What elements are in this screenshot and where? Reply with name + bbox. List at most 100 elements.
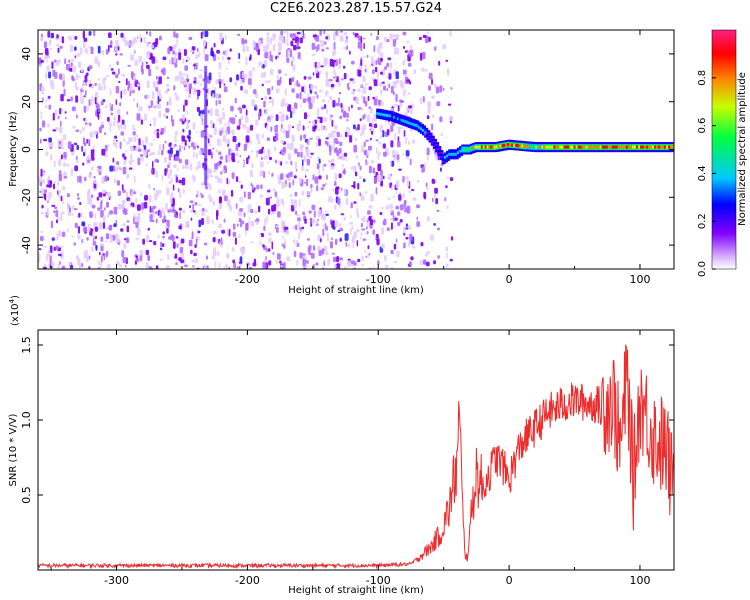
noise-speck <box>237 160 240 164</box>
noise-speck <box>245 115 249 123</box>
noise-speck <box>89 122 92 127</box>
noise-speck <box>185 73 189 80</box>
noise-speck <box>159 211 162 218</box>
noise-speck <box>302 125 305 131</box>
noise-speck <box>208 133 211 139</box>
noise-speck <box>299 134 303 141</box>
noise-speck <box>194 244 197 248</box>
noise-speck <box>162 235 165 239</box>
noise-speck <box>153 80 156 88</box>
noise-speck <box>287 104 292 112</box>
noise-speck <box>263 109 266 114</box>
noise-speck <box>353 144 358 153</box>
noise-speck <box>175 150 180 157</box>
noise-speck <box>153 138 156 141</box>
noise-speck <box>391 222 393 230</box>
noise-speck <box>43 193 46 200</box>
noise-speck <box>431 78 433 85</box>
noise-speck <box>161 149 164 156</box>
noise-speck <box>59 158 61 165</box>
noise-speck <box>44 104 48 109</box>
noise-speck <box>324 251 329 255</box>
noise-speck <box>100 236 104 242</box>
noise-speck <box>313 125 318 128</box>
noise-speck <box>364 113 366 120</box>
noise-speck <box>329 116 333 122</box>
noise-speck <box>192 176 196 183</box>
noise-speck <box>326 141 329 147</box>
noise-speck <box>251 189 255 193</box>
noise-speck <box>195 152 198 159</box>
noise-speck <box>94 241 97 246</box>
noise-speck <box>358 175 362 179</box>
noise-speck <box>83 151 86 157</box>
noise-speck <box>117 190 121 196</box>
noise-speck <box>130 43 134 47</box>
noise-speck <box>252 262 257 267</box>
noise-speck <box>325 47 329 50</box>
noise-speck <box>306 98 310 102</box>
noise-speck <box>125 257 128 265</box>
noise-speck <box>206 216 210 225</box>
noise-speck <box>130 147 135 152</box>
noise-speck <box>115 85 120 94</box>
noise-speck <box>277 197 280 201</box>
noise-speck <box>293 175 297 179</box>
noise-speck <box>78 175 82 183</box>
noise-speck <box>78 62 82 68</box>
noise-speck <box>299 177 302 184</box>
noise-speck <box>81 239 83 244</box>
noise-speck <box>40 235 44 242</box>
noise-speck <box>139 154 144 157</box>
noise-speck <box>296 46 301 49</box>
noise-speck <box>192 265 195 268</box>
noise-speck <box>109 210 113 215</box>
noise-speck <box>373 98 378 106</box>
noise-speck <box>116 166 119 171</box>
noise-speck <box>120 32 124 38</box>
ridge-core <box>633 145 638 149</box>
noise-speck <box>204 30 209 38</box>
noise-speck <box>406 108 409 112</box>
noise-speck <box>350 202 353 209</box>
noise-speck <box>77 197 80 200</box>
noise-speck <box>367 210 371 215</box>
noise-speck <box>66 193 70 198</box>
noise-speck <box>188 83 192 90</box>
noise-speck <box>409 107 413 115</box>
noise-speck <box>58 173 63 182</box>
noise-speck <box>343 217 346 221</box>
noise-speck <box>75 86 79 91</box>
noise-speck <box>246 262 250 266</box>
noise-speck <box>224 51 227 57</box>
noise-speck <box>60 120 62 127</box>
noise-speck <box>176 176 178 183</box>
noise-speck <box>292 33 296 38</box>
noise-speck <box>371 69 375 75</box>
noise-speck <box>416 204 420 209</box>
noise-speck <box>166 76 170 79</box>
noise-speck <box>285 130 290 139</box>
noise-speck <box>324 127 328 131</box>
noise-speck <box>215 99 218 106</box>
noise-speck <box>167 47 171 55</box>
noise-speck <box>275 260 278 265</box>
noise-speck <box>270 212 273 215</box>
noise-speck <box>240 219 243 228</box>
noise-speck <box>211 93 215 99</box>
y-tick-label: 1.0 <box>20 411 33 429</box>
noise-speck <box>359 237 363 239</box>
noise-speck <box>342 170 346 174</box>
noise-speck <box>179 212 181 219</box>
noise-speck <box>291 60 293 67</box>
noise-speck <box>269 156 272 161</box>
noise-speck <box>209 197 213 203</box>
noise-speck <box>287 124 291 132</box>
noise-speck <box>295 224 298 231</box>
noise-speck <box>236 125 241 130</box>
noise-speck <box>325 92 327 98</box>
noise-speck <box>98 192 103 198</box>
y-tick-label: -40 <box>20 236 33 254</box>
noise-speck <box>285 229 289 235</box>
noise-speck <box>272 187 275 192</box>
